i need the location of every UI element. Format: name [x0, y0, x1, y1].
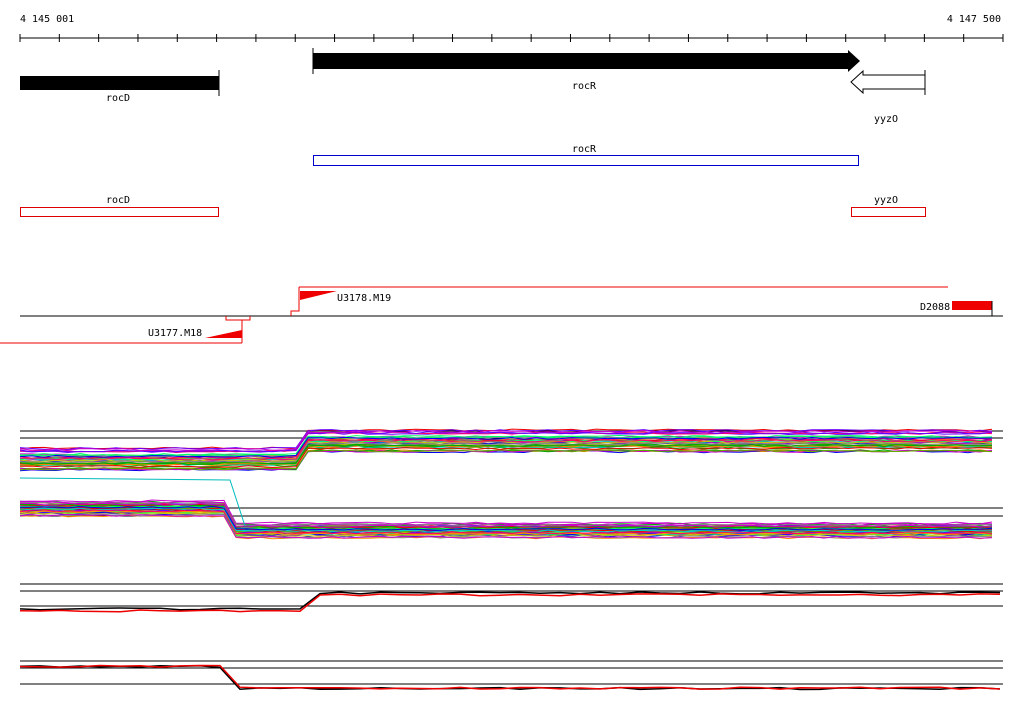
track-line [19, 505, 993, 531]
annotation-box [20, 207, 219, 217]
feature-label: U3178.M19 [337, 293, 391, 304]
feature-bracket [290, 287, 300, 316]
gene-label: rocR [572, 81, 597, 92]
track-line [19, 664, 1001, 690]
annotation-label: rocR [572, 144, 597, 155]
track-line [19, 442, 993, 464]
feature-block [952, 301, 992, 310]
gene-arrow [850, 69, 926, 95]
track-line [19, 436, 993, 458]
track-line [19, 477, 246, 527]
gene-bar [20, 76, 219, 90]
annotation-box [851, 207, 926, 217]
track-line [19, 499, 993, 525]
track-line [19, 591, 1001, 611]
expression-tracks [19, 428, 1003, 691]
track-line [19, 502, 993, 528]
track-line [19, 509, 993, 535]
gene-label: yyzO [874, 114, 898, 125]
annotation-label: rocD [106, 195, 130, 206]
track-line [19, 435, 993, 457]
track-line [19, 446, 993, 468]
annotation-label: yyzO [874, 195, 898, 206]
track-line [19, 439, 993, 461]
track-line [19, 431, 993, 453]
feature-label: U3177.M18 [148, 328, 202, 339]
track-line [19, 593, 1001, 613]
track-line [19, 449, 993, 471]
track-line [19, 449, 993, 471]
track-line [19, 513, 993, 539]
ruler-start: 4 145 001 [20, 14, 74, 25]
track-line [19, 444, 993, 466]
track-line [19, 664, 1001, 691]
track-line [19, 507, 992, 533]
annotation-box [313, 155, 859, 166]
feature-flag [300, 291, 337, 300]
feature-bracket [225, 316, 251, 321]
feature-flag [205, 330, 242, 338]
track-line [19, 437, 993, 459]
track-line [19, 429, 993, 451]
gene-label: rocD [106, 93, 130, 104]
ruler: 4 145 001 4 147 500 [19, 14, 1004, 42]
track-line [19, 440, 993, 462]
track-line [19, 500, 993, 526]
ruler-end: 4 147 500 [947, 14, 1001, 25]
gene-arrow [313, 50, 860, 72]
feature-label: D2088 [920, 302, 950, 313]
track-line [19, 429, 993, 451]
